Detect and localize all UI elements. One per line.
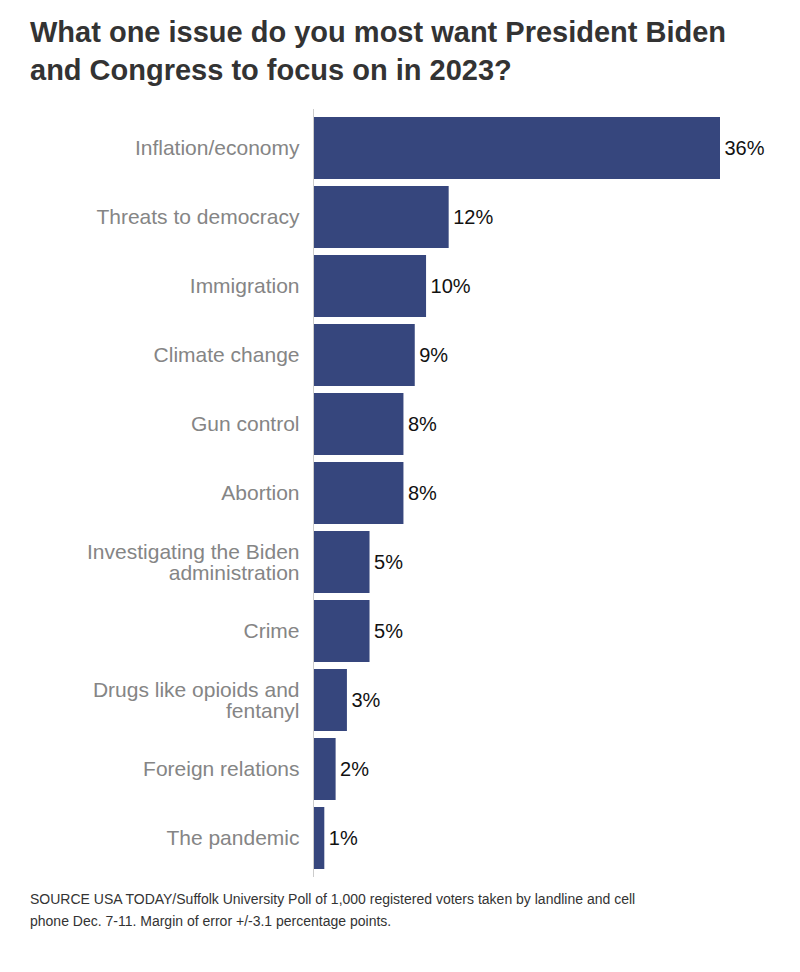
svg-text:Gun control: Gun control	[191, 413, 300, 436]
svg-text:5%: 5%	[374, 551, 403, 573]
svg-text:5%: 5%	[374, 620, 403, 642]
svg-text:10%: 10%	[431, 275, 471, 297]
svg-text:8%: 8%	[408, 482, 437, 504]
svg-text:Drugs like opioids andfentanyl: Drugs like opioids andfentanyl	[93, 678, 300, 722]
svg-text:Abortion: Abortion	[221, 482, 299, 505]
svg-text:Crime: Crime	[244, 620, 300, 643]
svg-text:Climate change: Climate change	[154, 344, 300, 367]
svg-text:Threats to democracy: Threats to democracy	[96, 206, 300, 229]
svg-text:3%: 3%	[351, 689, 380, 711]
svg-text:8%: 8%	[408, 413, 437, 435]
svg-text:The pandemic: The pandemic	[166, 827, 299, 850]
svg-text:Foreign relations: Foreign relations	[143, 758, 299, 781]
svg-text:36%: 36%	[725, 137, 765, 159]
svg-text:9%: 9%	[419, 344, 448, 366]
html-text:SOURCE USA TODAY/Suffolk Unive: SOURCE USA TODAY/Suffolk University Poll…	[30, 891, 636, 930]
html-text:What one issue do you most wan: What one issue do you most want Presiden…	[30, 16, 727, 86]
svg-text:Investigating the Bidenadminis: Investigating the Bidenadministration	[87, 540, 299, 584]
svg-text:2%: 2%	[340, 758, 369, 780]
svg-text:Inflation/economy: Inflation/economy	[135, 137, 300, 160]
svg-text:Immigration: Immigration	[190, 275, 300, 298]
svg-text:12%: 12%	[453, 206, 493, 228]
svg-text:1%: 1%	[329, 827, 358, 849]
